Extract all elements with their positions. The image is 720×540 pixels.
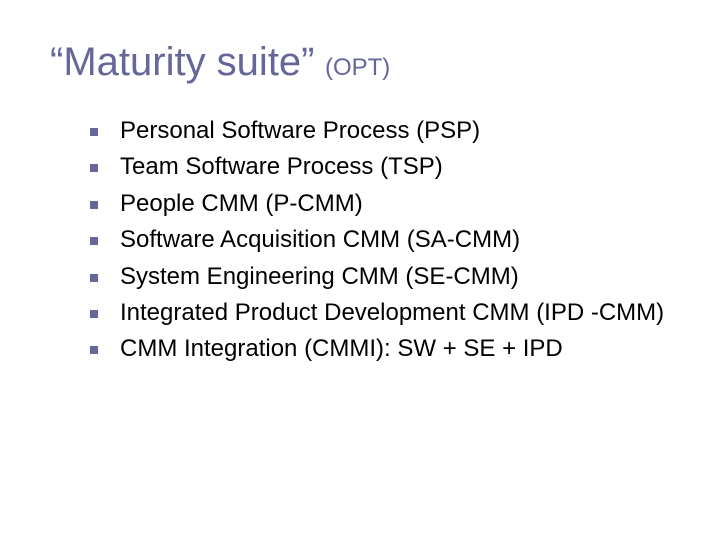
slide: “Maturity suite” (OPT) Personal Software… — [0, 0, 720, 540]
bullet-icon — [90, 128, 98, 136]
bullet-text: Personal Software Process (PSP) — [120, 115, 480, 147]
bullet-text: Team Software Process (TSP) — [120, 151, 443, 183]
title-sub: (OPT) — [325, 54, 390, 81]
bullet-text: Software Acquisition CMM (SA-CMM) — [120, 224, 520, 256]
list-item: Integrated Product Development CMM (IPD … — [90, 297, 670, 329]
bullet-icon — [90, 201, 98, 209]
bullet-icon — [90, 274, 98, 282]
bullet-text: People CMM (P-CMM) — [120, 188, 363, 220]
bullet-text: CMM Integration (CMMI): SW + SE + IPD — [120, 333, 563, 365]
bullet-icon — [90, 237, 98, 245]
bullet-icon — [90, 346, 98, 354]
list-item: Team Software Process (TSP) — [90, 151, 670, 183]
list-item: CMM Integration (CMMI): SW + SE + IPD — [90, 333, 670, 365]
bullet-list: Personal Software Process (PSP) Team Sof… — [90, 115, 670, 366]
title-main: “Maturity suite” — [50, 40, 315, 84]
list-item: People CMM (P-CMM) — [90, 188, 670, 220]
list-item: Personal Software Process (PSP) — [90, 115, 670, 147]
bullet-icon — [90, 164, 98, 172]
bullet-icon — [90, 310, 98, 318]
slide-title: “Maturity suite” (OPT) — [50, 40, 670, 85]
bullet-text: Integrated Product Development CMM (IPD … — [120, 297, 664, 329]
bullet-text: System Engineering CMM (SE-CMM) — [120, 261, 519, 293]
list-item: System Engineering CMM (SE-CMM) — [90, 261, 670, 293]
list-item: Software Acquisition CMM (SA-CMM) — [90, 224, 670, 256]
